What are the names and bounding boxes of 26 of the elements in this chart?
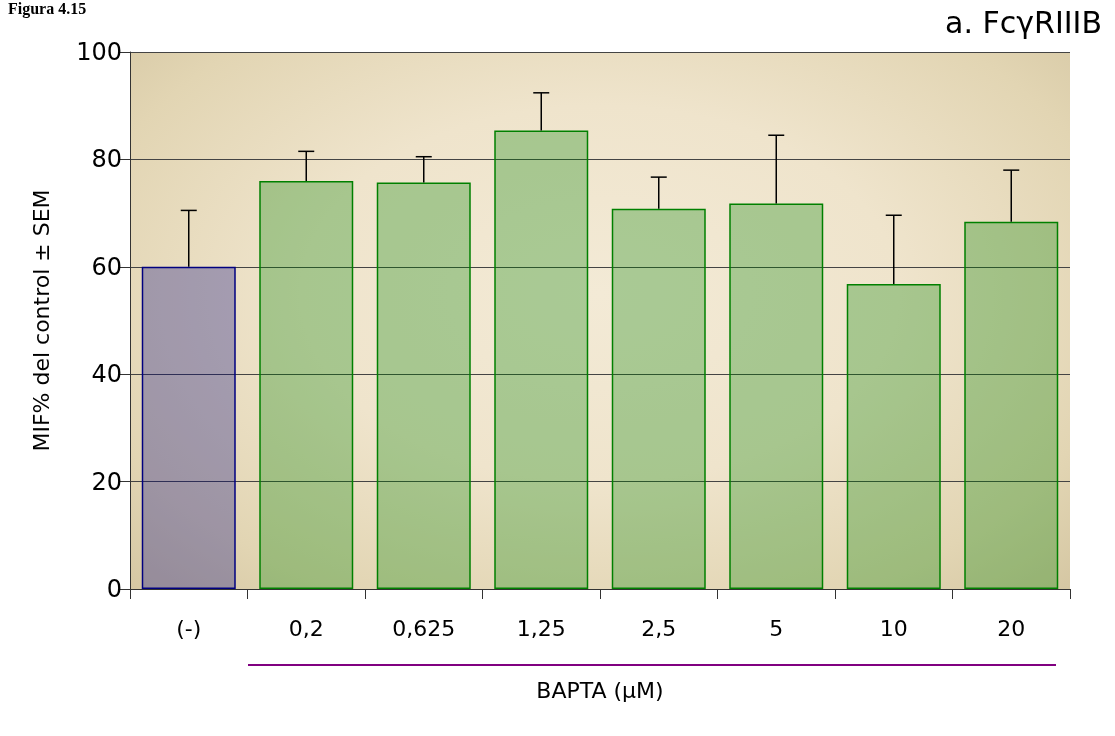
y-tick-label: 20 [91,467,122,496]
y-tick-label: 80 [91,145,122,174]
x-tick-label: 1,25 [516,615,566,641]
bar [964,221,1059,589]
bar [259,180,354,589]
x-tick-label: (-) [176,615,202,641]
text: Figura 4.15 [8,0,87,18]
x-tick-label: 2,5 [641,615,677,641]
bar [494,130,589,589]
bar [729,203,824,589]
y-tick-label: 40 [91,360,122,389]
y-axis-title: MIF% del control ± SEM [28,189,54,452]
bar [376,182,471,589]
y-tick-label: 100 [76,38,122,66]
x-tick-label: 0,625 [392,615,456,641]
chart-title: a. FcγRIIIB [945,4,1103,40]
bar [846,283,941,589]
bar [611,208,706,589]
x-tick-label: 5 [769,615,784,641]
x-axis-title: BAPTA (µM) [536,677,664,703]
x-tick-label: 10 [879,615,908,641]
x-tick-label: 20 [997,615,1026,641]
y-tick-label: 60 [91,252,122,281]
x-tick-label: 0,2 [288,615,324,641]
y-tick-label: 0 [106,575,122,603]
bar [141,266,236,589]
